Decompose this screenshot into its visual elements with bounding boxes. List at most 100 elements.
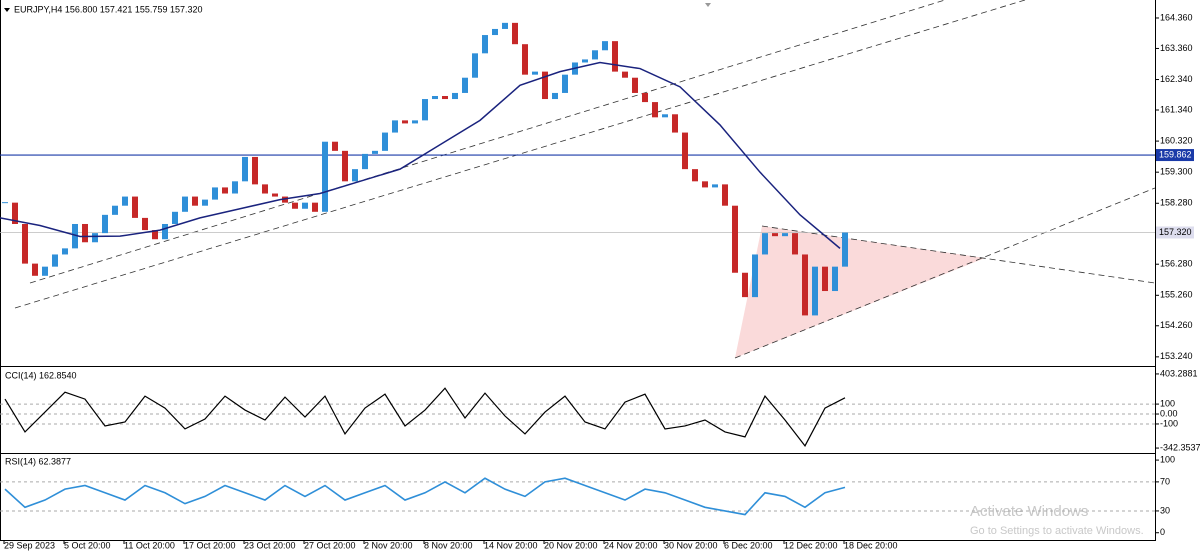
candle <box>822 266 828 292</box>
level-label: 159.862 <box>1159 149 1192 159</box>
cci-line <box>4 387 846 447</box>
candle <box>372 150 378 154</box>
y-tick-label: 100 <box>1160 454 1175 464</box>
candle <box>392 120 398 133</box>
candle <box>532 71 538 75</box>
candle <box>332 141 338 151</box>
candle <box>652 102 658 118</box>
y-tick-label: 70 <box>1160 476 1170 486</box>
y-tick-label: 160.320 <box>1160 135 1193 145</box>
candle <box>812 266 818 316</box>
candle <box>142 217 148 231</box>
trendline <box>734 187 1156 359</box>
candle <box>22 223 28 264</box>
x-tick-label: 24 Nov 20:00 <box>604 540 658 550</box>
y-tick-label: 156.280 <box>1160 259 1193 269</box>
candle <box>552 92 558 100</box>
x-tick-label: 2 Nov 20:00 <box>364 540 413 550</box>
candle <box>442 95 448 100</box>
y-tick-label: 161.340 <box>1160 104 1193 114</box>
x-tick-label: 12 Dec 20:00 <box>784 540 838 550</box>
moving-average <box>0 61 841 249</box>
candle <box>832 266 838 292</box>
candle <box>82 223 88 243</box>
x-tick-label: 14 Nov 20:00 <box>484 540 538 550</box>
dropdown-icon[interactable] <box>4 8 10 12</box>
x-tick-label: 27 Oct 20:00 <box>304 540 356 550</box>
y-tick-label: 155.260 <box>1160 290 1193 300</box>
candle <box>522 44 528 75</box>
candle <box>292 202 298 209</box>
watermark-subtitle: Go to Settings to activate Windows. <box>970 525 1144 537</box>
candle <box>642 92 648 103</box>
candle <box>702 181 708 188</box>
y-tick-label: 100 <box>1160 398 1175 408</box>
candle <box>712 184 718 188</box>
candle <box>492 28 498 36</box>
candle <box>632 77 638 93</box>
candle <box>182 196 188 212</box>
candle <box>672 114 678 133</box>
candle <box>252 156 258 185</box>
candle <box>842 232 848 267</box>
candle <box>322 141 328 212</box>
candle <box>102 214 108 234</box>
x-tick-label: 30 Nov 20:00 <box>664 540 718 550</box>
candle <box>32 263 38 276</box>
y-tick-label: 162.340 <box>1160 74 1193 84</box>
candle <box>202 199 208 206</box>
candle <box>792 233 798 255</box>
candle <box>382 132 388 151</box>
x-tick-label: 23 Oct 20:00 <box>244 540 296 550</box>
candle <box>42 266 48 276</box>
y-tick-label: 159.300 <box>1160 167 1193 177</box>
x-tick-label: 17 Oct 20:00 <box>184 540 236 550</box>
candle <box>282 196 288 203</box>
frames <box>0 0 1156 541</box>
candle <box>402 120 408 124</box>
x-tick-label: 20 Nov 20:00 <box>544 540 598 550</box>
last-price-label: 157.320 <box>1159 227 1192 237</box>
symbol-info: EURJPY,H4 156.800 157.421 155.759 157.32… <box>14 4 203 14</box>
candle <box>452 92 458 100</box>
candle <box>152 230 158 240</box>
x-tick-label: 8 Nov 20:00 <box>424 540 473 550</box>
candle <box>612 41 618 72</box>
y-tick-label: 403.2881 <box>1160 368 1198 378</box>
level-label-bg <box>1156 149 1194 162</box>
candle <box>112 205 118 215</box>
candle <box>172 211 178 224</box>
candle <box>472 53 478 78</box>
candle <box>422 99 428 121</box>
candle <box>342 150 348 182</box>
rsi-line <box>4 477 846 516</box>
cci-title: CCI(14) 162.8540 <box>5 370 77 380</box>
trendline <box>761 225 1156 284</box>
candle <box>312 202 318 212</box>
candle <box>622 71 628 78</box>
candle <box>762 233 768 255</box>
candle <box>12 202 18 224</box>
y-tick-label: 163.360 <box>1160 43 1193 53</box>
candle <box>742 272 748 298</box>
candle <box>412 120 418 124</box>
candle <box>212 187 218 200</box>
x-tick-label: 29 Sep 2023 <box>4 540 55 550</box>
candle <box>162 223 168 240</box>
candle <box>482 35 488 54</box>
candle <box>502 22 508 29</box>
candle <box>92 233 98 243</box>
candle <box>782 233 788 237</box>
candle <box>72 223 78 249</box>
candle <box>662 114 668 118</box>
candle <box>692 169 698 182</box>
candle <box>732 205 738 273</box>
candle <box>352 169 358 182</box>
rsi-title: RSI(14) 62.3877 <box>5 456 71 466</box>
candle <box>132 196 138 218</box>
candle <box>562 74 568 93</box>
x-tick-label: 6 Dec 20:00 <box>724 540 773 550</box>
y-tick-label: 0 <box>1160 527 1165 537</box>
